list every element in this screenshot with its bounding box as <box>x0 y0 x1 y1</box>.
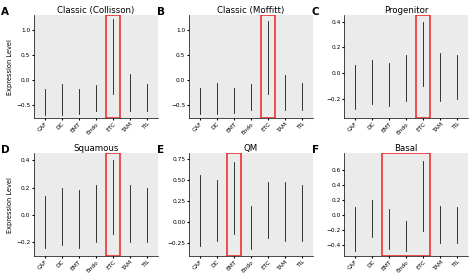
Bar <box>227 153 241 256</box>
Text: A: A <box>1 7 9 17</box>
Title: Classic (Moffitt): Classic (Moffitt) <box>218 6 285 15</box>
Title: QM: QM <box>244 144 258 153</box>
Y-axis label: Expression Level: Expression Level <box>7 177 13 233</box>
Title: Basal: Basal <box>394 144 418 153</box>
Title: Progenitor: Progenitor <box>384 6 428 15</box>
Bar <box>416 15 430 118</box>
Title: Classic (Collisson): Classic (Collisson) <box>57 6 135 15</box>
Title: Squamous: Squamous <box>73 144 118 153</box>
Text: F: F <box>312 145 319 155</box>
Bar <box>261 15 275 118</box>
Text: D: D <box>1 145 10 155</box>
Bar <box>106 153 120 256</box>
Text: C: C <box>312 7 319 17</box>
Bar <box>382 153 430 256</box>
Text: B: B <box>156 7 164 17</box>
Bar <box>106 15 120 118</box>
Text: E: E <box>156 145 164 155</box>
Y-axis label: Expression Level: Expression Level <box>7 39 13 95</box>
